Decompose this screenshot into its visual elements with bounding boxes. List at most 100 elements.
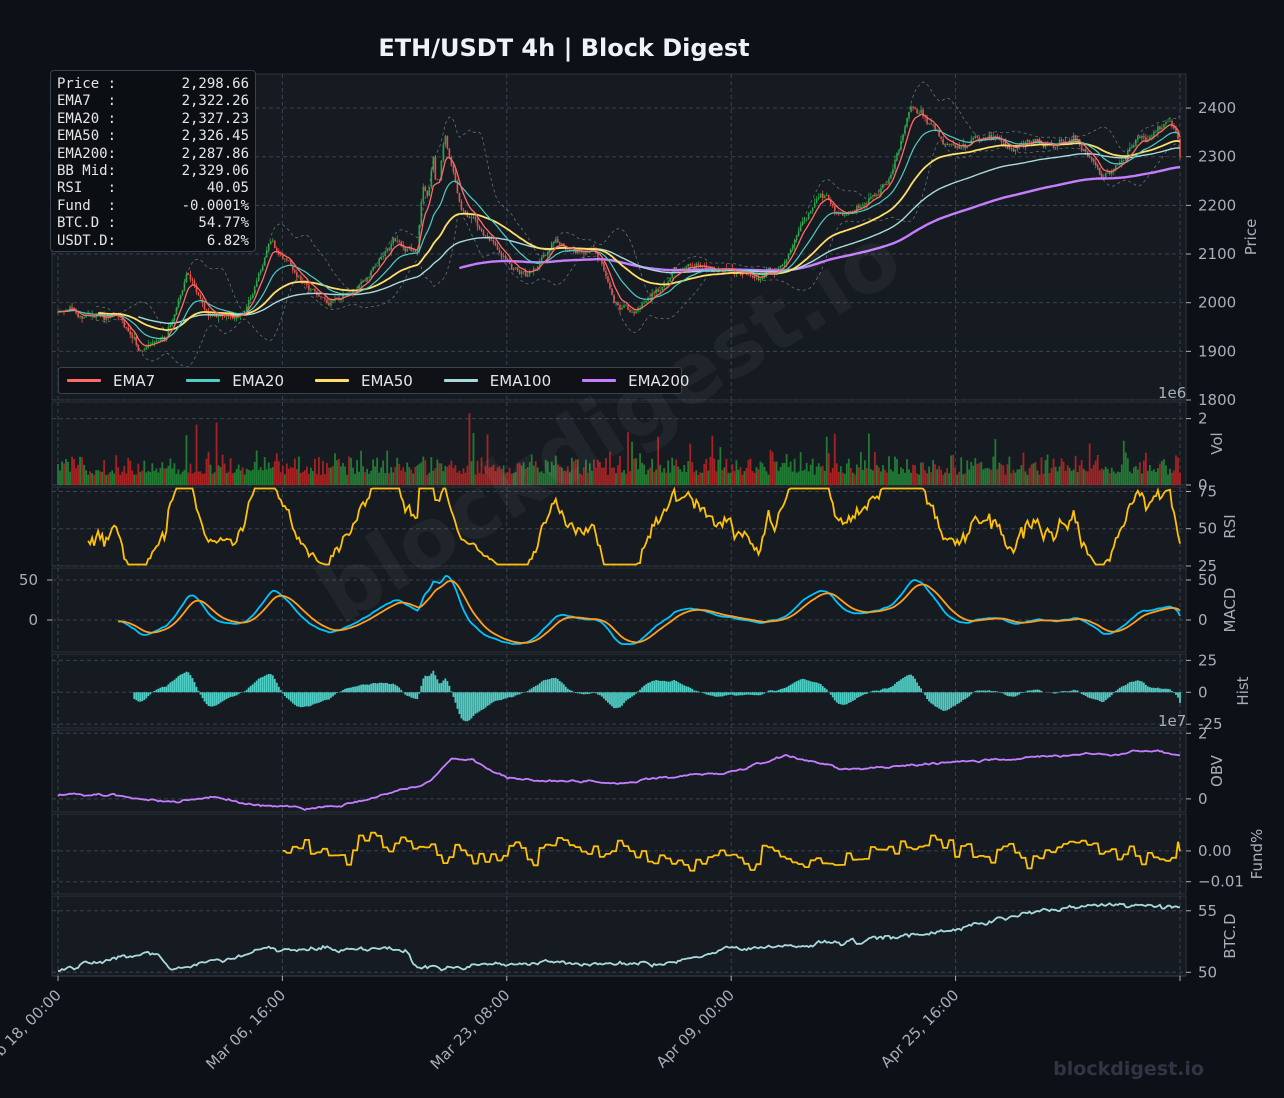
volume-bar	[758, 469, 760, 485]
volume-bar	[157, 473, 159, 485]
hist-bar	[473, 692, 475, 716]
candle-body	[611, 288, 613, 295]
hist-bar	[770, 690, 772, 692]
candle-body	[832, 204, 834, 206]
volume-bar	[830, 473, 832, 485]
hist-bar	[1000, 692, 1002, 693]
volume-bar	[1135, 466, 1137, 485]
candle-body	[697, 264, 699, 265]
volume-bar	[344, 466, 346, 485]
volume-bar	[772, 452, 774, 485]
hist-bar	[232, 692, 234, 696]
candle-body	[645, 301, 647, 303]
volume-bar	[264, 457, 266, 485]
volume-bar	[1149, 465, 1151, 485]
candle-body	[314, 289, 316, 292]
hist-bar	[300, 692, 302, 707]
volume-bar	[998, 463, 1000, 485]
x-tick-label: Feb 18, 00:00	[0, 986, 65, 1072]
volume-bar	[842, 473, 844, 485]
volume-bar	[707, 471, 709, 485]
hist-bar	[432, 671, 434, 693]
hist-bar	[284, 692, 286, 696]
hist-bar	[838, 692, 840, 704]
hist-bar	[611, 692, 613, 706]
hist-bar	[920, 688, 922, 692]
hist-bar	[216, 692, 218, 705]
volume-bar	[282, 466, 284, 485]
volume-bar	[115, 455, 117, 485]
volume-bar	[149, 472, 151, 485]
hist-bar	[890, 687, 892, 692]
volume-bar	[1089, 444, 1091, 485]
volume-bar	[274, 461, 276, 485]
hist-bar	[274, 679, 276, 692]
legend-swatch	[186, 379, 220, 382]
candle-body	[527, 274, 529, 276]
hist-bar	[459, 692, 461, 714]
volume-bar	[1019, 469, 1021, 485]
hist-bar	[577, 692, 579, 693]
volume-bar	[882, 465, 884, 485]
volume-bar	[410, 470, 412, 485]
candle-body	[286, 259, 288, 261]
candle-body	[406, 249, 408, 252]
candle-body	[445, 136, 447, 144]
candle-body	[1107, 173, 1109, 174]
volume-bar	[872, 470, 874, 485]
hist-bar	[978, 690, 980, 692]
x-tick-label: Mar 23, 08:00	[427, 986, 514, 1073]
volume-bar	[230, 458, 232, 485]
candle-body	[386, 248, 388, 251]
candle-body	[834, 206, 836, 212]
panel-obv	[52, 730, 1186, 812]
candle-body	[471, 218, 473, 219]
hist-bar	[256, 681, 258, 693]
volume-bar	[740, 467, 742, 485]
volume-bar	[346, 475, 348, 485]
volume-bar	[996, 469, 998, 485]
hist-bar	[220, 692, 222, 702]
volume-bar	[57, 464, 59, 485]
volume-bar	[129, 461, 131, 485]
volume-bar	[719, 447, 721, 485]
legend-label: EMA20	[232, 372, 284, 390]
hist-bar	[549, 679, 551, 692]
candle-body	[515, 268, 517, 269]
candle-body	[497, 245, 499, 250]
hist-bar	[703, 692, 705, 693]
volume-bar	[780, 467, 782, 485]
hist-bar	[1002, 692, 1004, 693]
volume-bar	[1063, 462, 1065, 485]
candle-body	[475, 217, 477, 219]
volume-bar	[354, 474, 356, 485]
hist-bar	[800, 679, 802, 692]
volume-bar	[178, 469, 180, 485]
hist-bar	[952, 692, 954, 706]
volume-bar	[408, 467, 410, 485]
candle-body	[1157, 126, 1159, 131]
hist-bar	[585, 692, 587, 694]
hist-bar	[322, 692, 324, 701]
hist-bar	[529, 690, 531, 693]
volume-bar	[240, 470, 242, 485]
hist-bar	[732, 692, 734, 694]
hist-bar	[477, 692, 479, 712]
hist-bar	[796, 681, 798, 692]
volume-bar	[336, 460, 338, 485]
hist-bar	[858, 692, 860, 697]
candle-body	[629, 310, 631, 312]
hist-bar	[340, 691, 342, 692]
hist-bar	[1035, 690, 1037, 693]
hist-bar	[613, 692, 615, 708]
candle-body	[477, 219, 479, 226]
volume-bar	[788, 467, 790, 485]
hist-bar	[802, 679, 804, 692]
hist-bar	[513, 692, 515, 696]
volume-bar	[155, 469, 157, 485]
volume-bar	[326, 463, 328, 485]
candle-body	[156, 341, 158, 342]
candle-body	[447, 136, 449, 148]
hist-bar	[194, 682, 196, 692]
hist-bar	[350, 688, 352, 693]
